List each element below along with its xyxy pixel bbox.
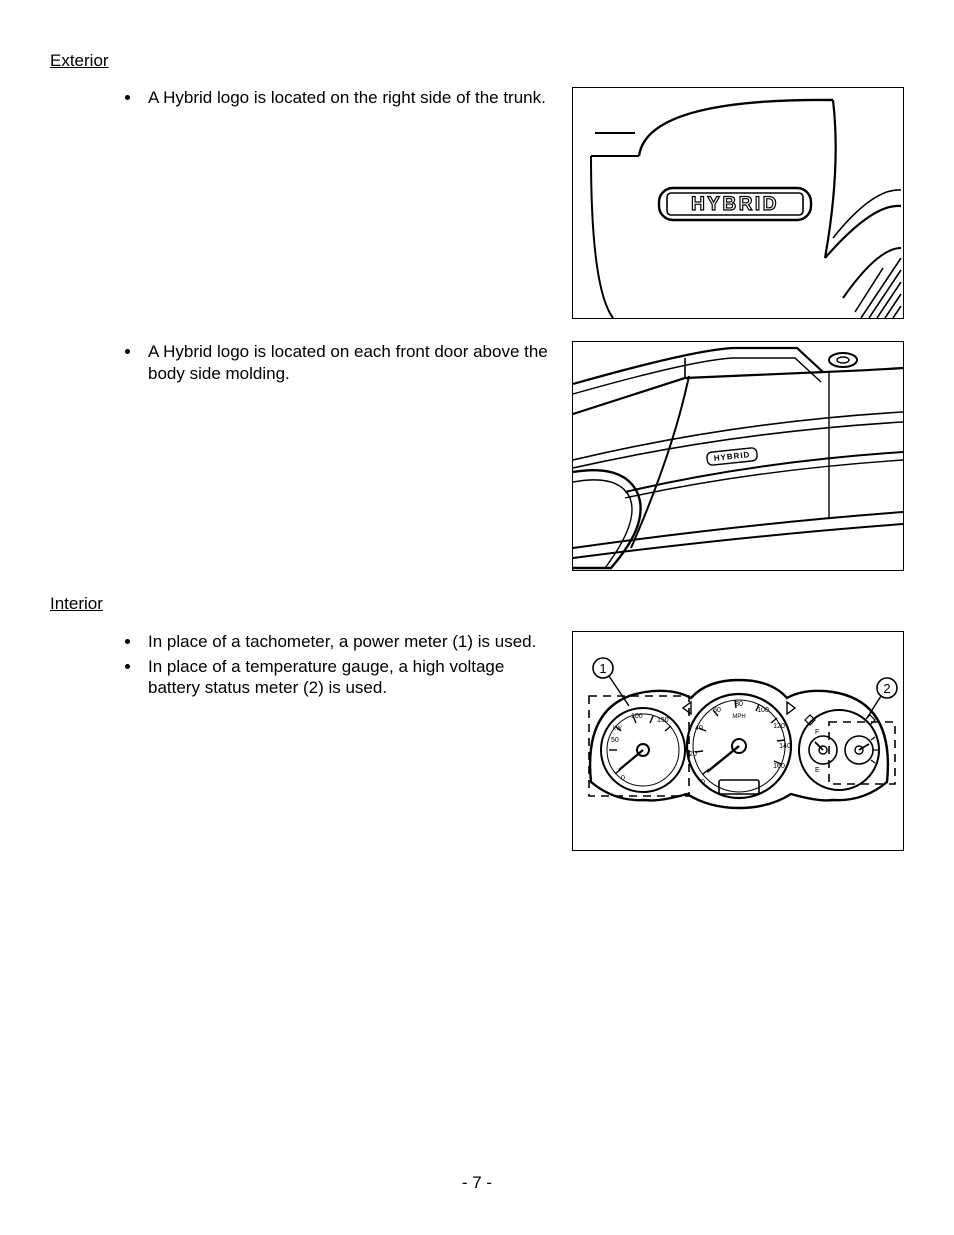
svg-text:120: 120 — [773, 723, 785, 730]
svg-text:60: 60 — [713, 707, 721, 714]
svg-text:80: 80 — [735, 701, 743, 708]
svg-text:2: 2 — [883, 681, 890, 696]
turn-signal-right-icon — [787, 702, 795, 714]
svg-text:50: 50 — [611, 737, 619, 744]
figure-instrument-cluster: 1 2 — [572, 631, 904, 851]
row-exterior-trunk: A Hybrid logo is located on the right si… — [50, 87, 904, 319]
bullet-item: A Hybrid logo is located on the right si… — [142, 87, 560, 108]
text-col: In place of a tachometer, a power meter … — [50, 631, 572, 703]
svg-text:40: 40 — [695, 725, 703, 732]
cluster-illustration: 1 2 — [573, 632, 903, 850]
svg-text:E: E — [815, 767, 820, 774]
svg-text:20: 20 — [689, 751, 697, 758]
bullet-list: A Hybrid logo is located on each front d… — [50, 341, 560, 384]
bullet-item: In place of a tachometer, a power meter … — [142, 631, 560, 652]
svg-text:0: 0 — [701, 779, 705, 786]
figure-trunk-badge: HYBRID — [572, 87, 904, 319]
gauge-right-pod: F E — [799, 710, 879, 790]
trunk-illustration: HYBRID — [573, 88, 903, 318]
bullet-list: In place of a tachometer, a power meter … — [50, 631, 560, 699]
gauge-speedometer: 0 20 40 60 80 100 120 140 160 MPH — [687, 694, 791, 798]
section-heading-exterior: Exterior — [50, 50, 904, 71]
hybrid-badge-door: HYBRID — [707, 448, 758, 466]
page-footer: - 7 - — [0, 1172, 954, 1193]
door-illustration: HYBRID — [573, 342, 903, 570]
door-handle-icon — [829, 353, 857, 367]
figure-door-badge: HYBRID — [572, 341, 904, 571]
bullet-item: A Hybrid logo is located on each front d… — [142, 341, 560, 384]
row-interior-cluster: In place of a tachometer, a power meter … — [50, 631, 904, 851]
svg-text:160: 160 — [773, 763, 785, 770]
section-heading-interior: Interior — [50, 593, 904, 614]
svg-text:kW: kW — [613, 726, 622, 732]
bullet-item: In place of a temperature gauge, a high … — [142, 656, 560, 699]
svg-text:100: 100 — [757, 707, 769, 714]
svg-text:1: 1 — [599, 661, 606, 676]
svg-text:F: F — [815, 729, 819, 736]
text-col: A Hybrid logo is located on each front d… — [50, 341, 572, 388]
svg-text:100: 100 — [631, 713, 643, 720]
text-col: A Hybrid logo is located on the right si… — [50, 87, 572, 112]
gauge-power-meter: 0 50 100 150 kW — [601, 708, 685, 792]
svg-text:MPH: MPH — [732, 714, 745, 720]
svg-text:0: 0 — [621, 775, 625, 782]
bullet-list: A Hybrid logo is located on the right si… — [50, 87, 560, 108]
svg-text:140: 140 — [779, 743, 791, 750]
hybrid-badge-trunk: HYBRID — [659, 188, 811, 220]
row-exterior-door: A Hybrid logo is located on each front d… — [50, 341, 904, 571]
svg-text:150: 150 — [657, 717, 669, 724]
hybrid-badge-text: HYBRID — [691, 194, 779, 215]
